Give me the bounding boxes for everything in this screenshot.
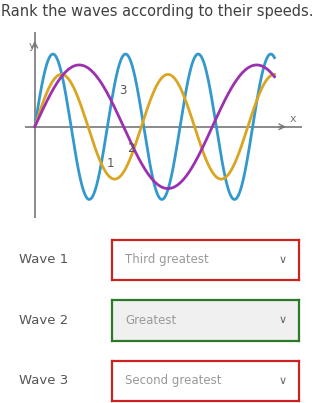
Text: 2: 2 <box>127 142 135 155</box>
Text: 1: 1 <box>107 157 114 170</box>
Text: Third greatest: Third greatest <box>125 253 209 266</box>
Text: Rank the waves according to their speeds.: Rank the waves according to their speeds… <box>1 4 314 19</box>
Text: ∨: ∨ <box>278 255 286 265</box>
Text: Second greatest: Second greatest <box>125 374 221 387</box>
Text: x: x <box>289 114 296 124</box>
Text: Wave 2: Wave 2 <box>19 314 68 327</box>
Text: ∨: ∨ <box>278 316 286 325</box>
Text: y: y <box>28 41 35 51</box>
Text: ∨: ∨ <box>278 376 286 386</box>
Text: Greatest: Greatest <box>125 314 176 327</box>
Text: 3: 3 <box>119 84 126 97</box>
Text: Wave 1: Wave 1 <box>19 253 68 266</box>
Text: Wave 3: Wave 3 <box>19 374 68 387</box>
